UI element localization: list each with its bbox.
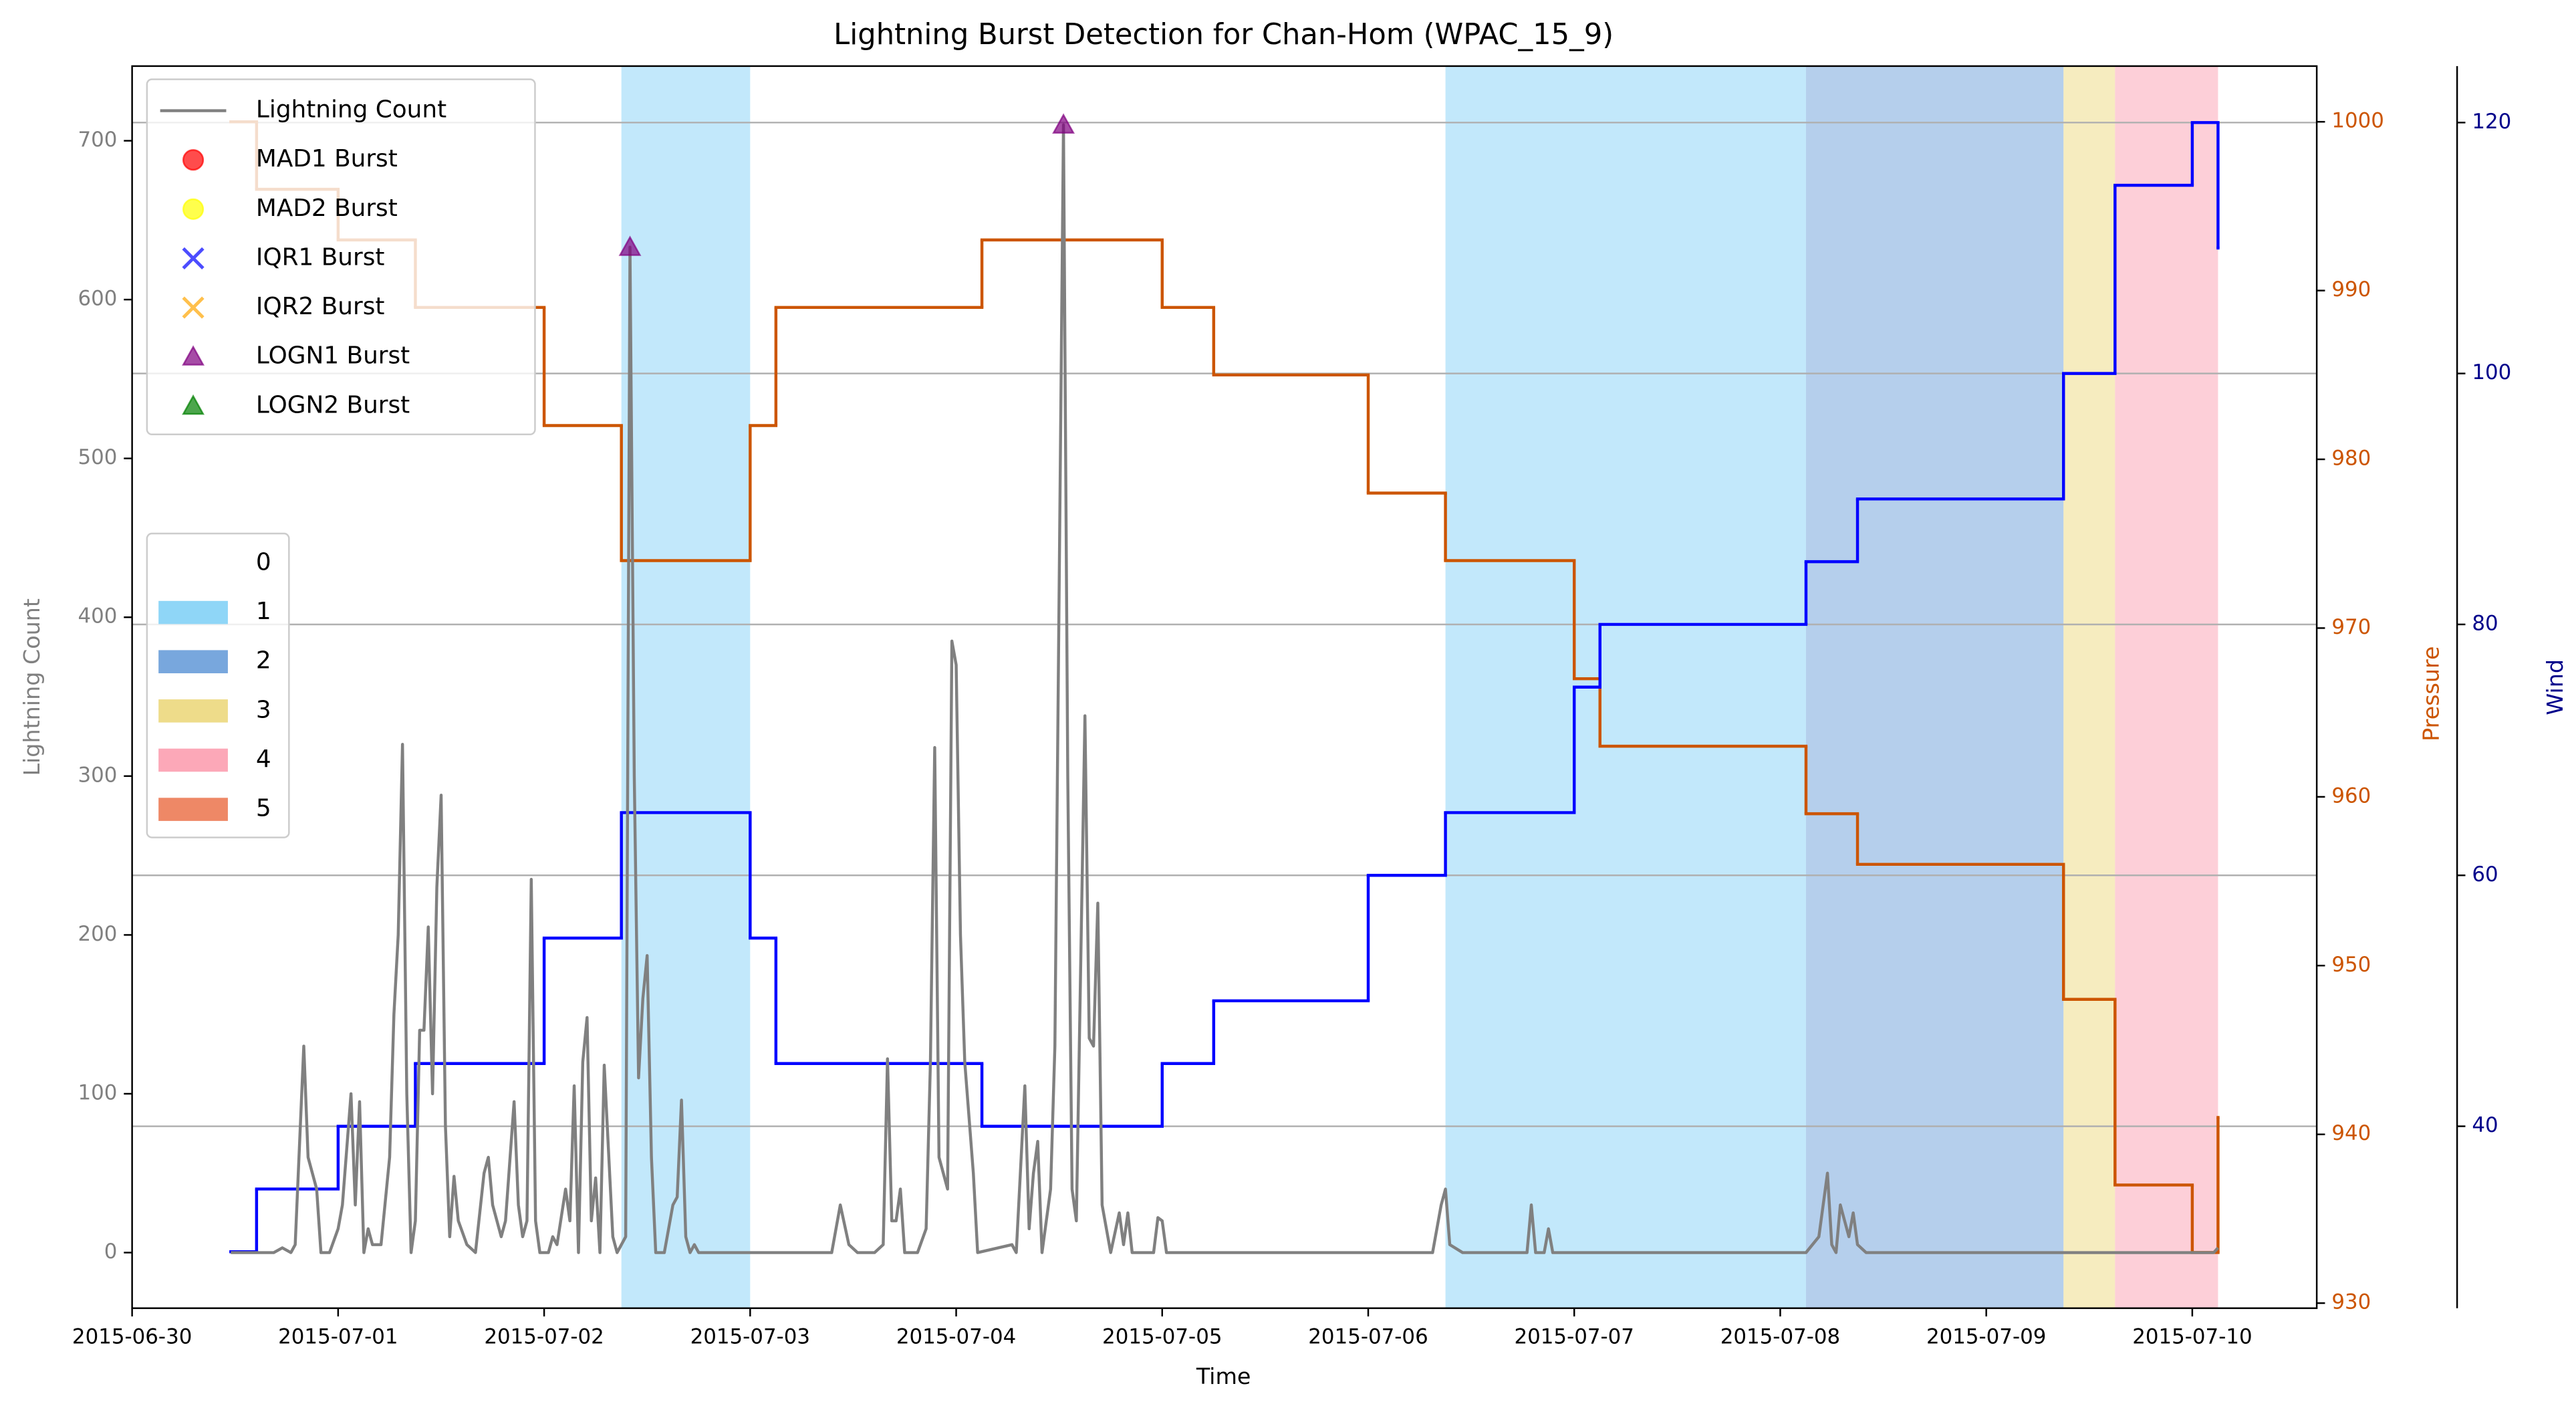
marker <box>1052 113 1075 134</box>
y-tick-label: 600 <box>78 287 117 311</box>
intensity-legend-swatch <box>158 748 228 772</box>
y3-tick-label: 40 <box>2472 1113 2498 1137</box>
markers <box>618 113 1075 256</box>
axes: 2015-06-30 2015-07-01 2015-07-02 2015-07-03… <box>72 65 2568 1349</box>
intensity-legend-swatch <box>158 650 228 674</box>
legend-swatch <box>182 247 205 270</box>
y-tick-label: 400 <box>78 604 117 628</box>
y-axis-label: Lightning Count <box>19 598 45 776</box>
plot-frame <box>131 65 2318 1309</box>
x-tick-label: 2015-07-03 <box>690 1325 810 1349</box>
marker <box>618 235 642 256</box>
y2-tick-label: 970 <box>2331 615 2371 639</box>
x-tick-label: 2015-07-09 <box>1926 1325 2046 1349</box>
x-tick-label: 2015-07-02 <box>484 1325 604 1349</box>
legend-swatch <box>182 345 205 366</box>
intensity-span <box>621 66 751 1308</box>
intensity-legend-label: 2 <box>256 647 271 675</box>
y-tick-label: 100 <box>78 1080 117 1104</box>
intensity-legend-label: 5 <box>256 795 271 822</box>
legend-swatch <box>182 149 205 171</box>
intensity-spans <box>621 66 2218 1308</box>
intensity-span <box>1805 66 2064 1308</box>
legend-label: MAD1 Burst <box>256 145 398 172</box>
x-tick-label: 2015-07-05 <box>1102 1325 1222 1349</box>
legends: Lightning Count MAD1 Burst MAD2 Burst IQR1 … <box>146 78 536 838</box>
intensity-legend-label: 3 <box>256 696 271 723</box>
intensity-span <box>1445 66 1806 1308</box>
y2-tick-label: 990 <box>2331 277 2371 302</box>
y2-tick-label: 940 <box>2331 1121 2371 1145</box>
legend-label: LOGN1 Burst <box>256 342 410 370</box>
intensity-legend-swatch <box>158 798 228 821</box>
x-tick-label: 2015-07-06 <box>1308 1325 1428 1349</box>
x-tick-label: 2015-07-10 <box>2132 1325 2252 1349</box>
legend-swatch <box>182 296 205 319</box>
legend-label: MAD2 Burst <box>256 195 398 222</box>
legend-label: LOGN2 Burst <box>256 391 410 419</box>
intensity-legend-frame <box>146 532 290 838</box>
x-tick-label: 2015-07-08 <box>1720 1325 1840 1349</box>
y2-tick-label: 1000 <box>2331 109 2384 133</box>
legend-label: Lightning Count <box>256 96 446 124</box>
y3-tick-label: 80 <box>2472 611 2498 635</box>
y-tick-label: 700 <box>78 128 117 152</box>
y-tick-label: 300 <box>78 763 117 787</box>
intensity-legend-swatch <box>158 600 228 624</box>
legend-frame <box>146 78 536 436</box>
y3-tick-label: 100 <box>2472 360 2511 384</box>
lightning-line <box>231 123 2220 1254</box>
y3-tick-label: 60 <box>2472 862 2498 887</box>
chart-title: Lightning Burst Detection for Chan-Hom (… <box>833 18 1614 51</box>
intensity-legend-label: 0 <box>256 548 271 576</box>
x-tick-label: 2015-07-01 <box>278 1325 398 1349</box>
y2-axis-label: Pressure <box>2418 646 2444 741</box>
y-tick-label: 200 <box>78 922 117 946</box>
intensity-span <box>2063 66 2115 1308</box>
legend-swatch <box>182 198 205 220</box>
intensity-legend-label: 1 <box>256 598 271 625</box>
y2-tick-label: 950 <box>2331 953 2371 977</box>
legend-label: IQR2 Burst <box>256 293 384 320</box>
y2-tick-label: 960 <box>2331 784 2371 808</box>
y2-tick-label: 980 <box>2331 447 2371 471</box>
x-tick-label: 2015-06-30 <box>72 1325 192 1349</box>
intensity-legend-label: 4 <box>256 745 271 773</box>
intensity-legend-swatch <box>158 699 228 723</box>
legend-swatch <box>182 394 205 415</box>
x-axis-label: Time <box>1196 1363 1251 1389</box>
y3-tick-label: 120 <box>2472 110 2511 134</box>
y-tick-label: 0 <box>104 1240 118 1264</box>
intensity-span <box>2115 66 2218 1308</box>
x-tick-label: 2015-07-07 <box>1515 1325 1634 1349</box>
x-tick-label: 2015-07-04 <box>896 1325 1016 1349</box>
y-tick-label: 500 <box>78 445 117 469</box>
legend-label: IQR1 Burst <box>256 243 384 271</box>
y3-axis-label: Wind <box>2542 659 2568 715</box>
y2-tick-label: 930 <box>2331 1290 2371 1314</box>
